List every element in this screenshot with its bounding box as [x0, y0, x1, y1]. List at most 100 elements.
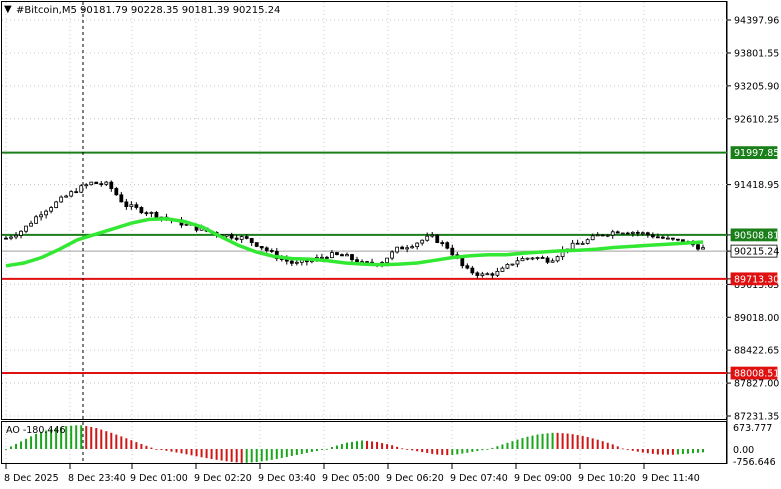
- price-tick-label: 92610.25: [734, 114, 779, 125]
- level-tag-box: [730, 146, 778, 160]
- candle-body: [530, 257, 535, 260]
- ao-bar: [130, 440, 133, 449]
- ao-bar: [576, 435, 579, 449]
- candle-body: [635, 231, 640, 234]
- level-tag-label: 91997.85: [734, 148, 779, 159]
- dropdown-arrow-icon[interactable]: ▼: [4, 4, 12, 15]
- candle-body: [104, 181, 109, 185]
- ao-bar: [556, 432, 559, 449]
- ao-bar: [255, 449, 258, 463]
- candle-body: [249, 237, 254, 244]
- candle-body: [520, 258, 525, 262]
- candle-body: [234, 237, 239, 240]
- candle-body: [450, 247, 455, 256]
- ao-bar: [55, 427, 58, 449]
- ao-bar: [5, 449, 7, 450]
- candle-body: [149, 212, 154, 214]
- ao-bar: [476, 449, 479, 452]
- candle-body: [345, 254, 349, 257]
- level-tag-box: [730, 366, 778, 380]
- candle-body: [640, 232, 645, 235]
- ao-bar: [325, 448, 328, 450]
- ao-bar: [421, 449, 424, 453]
- ao-bar: [205, 449, 208, 459]
- candle-body: [79, 185, 84, 193]
- candle-body: [99, 183, 104, 186]
- candle-body: [294, 261, 299, 264]
- candle-body: [330, 252, 334, 259]
- candle-body: [4, 237, 8, 240]
- candle-body: [575, 242, 580, 245]
- candle-body: [129, 204, 134, 207]
- ao-bar: [451, 449, 454, 456]
- candle-body: [59, 196, 64, 203]
- main-pane-frame: [1, 1, 727, 420]
- candle-body: [671, 237, 675, 240]
- ao-bar: [471, 449, 474, 452]
- ao-bar: [651, 449, 654, 454]
- candle-body: [600, 234, 605, 237]
- ao-bar: [70, 425, 73, 449]
- time-tick-label: 9 Dec 01:00: [130, 473, 188, 484]
- ao-bar: [135, 442, 138, 449]
- ao-bar: [190, 449, 193, 456]
- ao-bar: [235, 449, 238, 463]
- ao-bar: [646, 449, 649, 454]
- ao-bar: [100, 429, 103, 449]
- ao-bar: [305, 449, 308, 453]
- ao-bar: [275, 449, 278, 459]
- candle-body: [475, 272, 480, 276]
- candle-body: [134, 204, 139, 208]
- candle-body: [525, 257, 530, 260]
- candle-body: [395, 246, 400, 253]
- candle-body: [89, 181, 94, 186]
- candle-body: [24, 225, 28, 232]
- candle-body: [625, 232, 630, 235]
- ao-bar: [25, 438, 28, 449]
- price-tick-label: 91418.95: [734, 180, 779, 191]
- ao-bar: [210, 449, 213, 460]
- candle-body: [500, 267, 505, 272]
- candle-body: [460, 257, 465, 267]
- ao-bar: [702, 449, 704, 453]
- ao-bar: [561, 433, 564, 449]
- ao-bar: [170, 449, 173, 452]
- ao-bar: [85, 426, 88, 449]
- ao-bar: [381, 443, 384, 449]
- ao-bar: [496, 446, 499, 449]
- ao-bar: [30, 436, 33, 449]
- candle-body: [495, 271, 500, 276]
- ao-bar: [95, 428, 98, 449]
- ao-bar: [15, 443, 18, 449]
- time-tick-label: 8 Dec 23:40: [68, 473, 126, 484]
- candle-body: [114, 188, 119, 196]
- ao-bar: [260, 449, 263, 462]
- ao-bar: [361, 440, 364, 449]
- candle-body: [259, 246, 264, 249]
- time-tick-label: 9 Dec 07:40: [450, 473, 508, 484]
- level-tag-box: [730, 244, 778, 258]
- candle-body: [64, 195, 69, 198]
- time-axis: 8 Dec 2025 8 Dec 23:40 9 Dec 01:00 9 Dec 02…: [4, 464, 700, 484]
- ao-bar: [290, 449, 293, 456]
- ao-bar: [696, 449, 699, 453]
- ao-bar: [295, 449, 298, 455]
- ao-bar: [661, 449, 664, 455]
- ao-scale-top: 673.777: [733, 423, 772, 434]
- candle-body: [580, 243, 585, 245]
- ao-pane-frame: [1, 421, 727, 464]
- ao-bar: [516, 439, 519, 449]
- ao-bar: [280, 449, 283, 458]
- ao-bar: [220, 449, 223, 461]
- ao-bar: [40, 432, 43, 449]
- price-tick-label: 93205.90: [734, 81, 779, 92]
- candle-body: [385, 257, 389, 263]
- ao-bar: [180, 449, 183, 454]
- ao-bar: [350, 441, 353, 449]
- ao-bar: [10, 446, 13, 449]
- time-tick-label: 9 Dec 05:00: [322, 473, 380, 484]
- candle-body: [94, 181, 99, 185]
- candle-body: [320, 256, 324, 259]
- candle-body: [9, 236, 13, 239]
